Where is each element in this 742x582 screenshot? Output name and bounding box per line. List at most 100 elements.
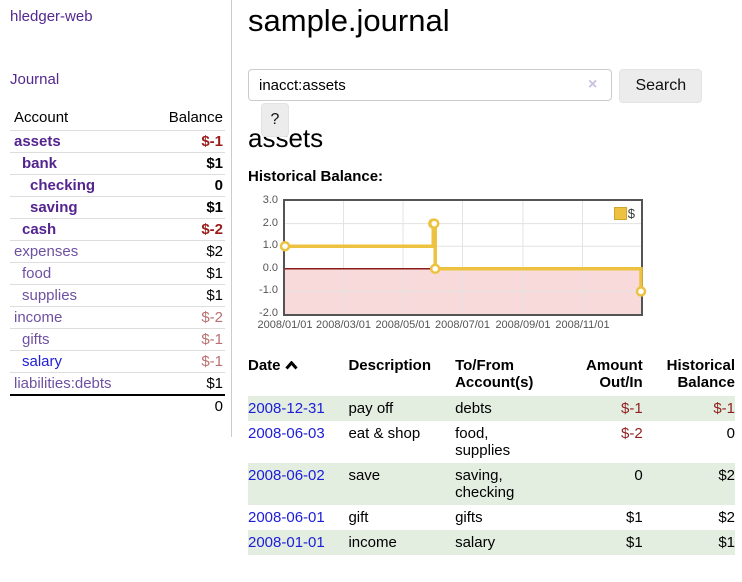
account-balance: $-1 (144, 350, 225, 373)
account-balance: $1 (144, 196, 225, 219)
description-cell: eat & shop (348, 425, 421, 442)
account-link[interactable]: gifts (22, 331, 50, 348)
account-row: checking 0 (10, 174, 225, 197)
account-row: supplies $1 (10, 284, 225, 307)
account-row: gifts $-1 (10, 328, 225, 351)
sort-ascending-icon (284, 360, 298, 370)
accounts-cell: gifts (455, 509, 483, 526)
chart-label: Historical Balance: (248, 168, 384, 185)
y-axis-tick-label: -1.0 (259, 284, 278, 297)
date-cell: 2008-06-02 (248, 463, 348, 505)
date-column-header[interactable]: Date (248, 355, 348, 396)
y-axis-tick-label: 2.0 (262, 216, 278, 229)
page-title: sample.journal (248, 3, 450, 38)
balance-cell: $2 (718, 509, 735, 526)
transaction-date-link[interactable]: 2008-12-31 (248, 400, 325, 417)
amount-cell: $-2 (621, 425, 643, 442)
account-balance: $-1 (144, 328, 225, 351)
transaction-row: 2008-06-01 gift gifts $1 $2 (248, 505, 735, 530)
account-link[interactable]: checking (30, 177, 96, 194)
account-link[interactable]: liabilities:debts (14, 375, 112, 392)
x-axis-tick-label: 2008/07/01 (434, 319, 491, 331)
description-cell: save (348, 467, 381, 484)
balance-total-row: 0 (10, 394, 225, 417)
date-cell: 2008-01-01 (248, 530, 348, 555)
y-axis-tick-label: -2.0 (259, 307, 278, 319)
chart-legend: $ (613, 206, 635, 221)
accounts-cell: food, supplies (455, 425, 511, 459)
balance-cell: $1 (718, 534, 735, 551)
search-input[interactable] (248, 69, 612, 101)
x-axis-tick-label: 2008/09/01 (495, 319, 551, 331)
amount-cell: $-1 (621, 400, 643, 417)
date-cell: 2008-06-01 (248, 505, 348, 530)
account-link[interactable]: salary (22, 353, 63, 370)
account-column-header: Account (14, 109, 69, 126)
clear-search-icon[interactable]: × (588, 76, 598, 93)
account-balance: $-1 (144, 130, 225, 153)
transaction-date-link[interactable]: 2008-06-01 (248, 509, 325, 526)
account-link[interactable]: expenses (14, 243, 79, 260)
account-balance: $1 (144, 262, 225, 285)
search-form: × Search ? (248, 69, 736, 137)
account-row: expenses $2 (10, 240, 225, 263)
balance-column-header-register: Historical Balance (666, 357, 735, 391)
y-axis-tick-label: 0.0 (262, 261, 278, 274)
register-table: Date Description To/From Account(s) Amou… (248, 355, 735, 555)
accounts-cell: salary (455, 534, 496, 551)
account-link[interactable]: cash (22, 221, 57, 238)
transaction-row: 2008-06-03 eat & shop food, supplies $-2 0 (248, 421, 735, 463)
accounts-cell: saving, checking (455, 467, 515, 501)
search-button[interactable]: Search (619, 69, 703, 103)
balance-cell: $-1 (713, 400, 735, 417)
account-balance: $2 (144, 240, 225, 263)
account-link[interactable]: saving (30, 199, 78, 216)
chart-plot-area: $ (279, 199, 647, 316)
account-balance: $1 (144, 284, 225, 307)
y-axis-tick-label: 1.0 (262, 239, 278, 252)
historical-balance-chart: $ 3.0 2.0 1.0 0.0 -1.0 -2.0 2008/01/01 2008/03/… (248, 192, 718, 344)
y-axis-tick-label: 3.0 (262, 194, 278, 206)
transaction-date-link[interactable]: 2008-06-03 (248, 425, 325, 442)
account-row: bank $1 (10, 152, 225, 175)
description-column-header: Description (348, 357, 431, 374)
account-link[interactable]: income (14, 309, 63, 326)
account-link[interactable]: food (22, 265, 52, 282)
account-balance: $1 (144, 152, 225, 175)
accounts-column-header: To/From Account(s) (455, 357, 534, 391)
account-row: salary $-1 (10, 350, 225, 373)
sidebar-item-journal[interactable]: Journal (10, 71, 60, 88)
account-balance-table: Account Balance assets $-1 bank $1 checking 0… (10, 106, 225, 417)
account-link[interactable]: supplies (22, 287, 78, 304)
x-axis-tick-label: 2008/11/01 (555, 319, 610, 331)
transaction-row: 2008-06-02 save saving, checking 0 $2 (248, 463, 735, 505)
amount-cell: $1 (626, 534, 643, 551)
balance-cell: $2 (718, 467, 735, 484)
chart-series (279, 201, 647, 314)
account-row: assets $-1 (10, 130, 225, 153)
account-row: income $-2 (10, 306, 225, 329)
account-balance: $-2 (144, 218, 225, 241)
register-header-row: Date Description To/From Account(s) Amou… (248, 355, 735, 396)
account-row: saving $1 (10, 196, 225, 219)
help-button[interactable]: ? (261, 103, 289, 137)
transaction-date-link[interactable]: 2008-06-02 (248, 467, 325, 484)
accounts-cell: debts (455, 400, 492, 417)
main-content: sample.journal × Search ? assets Histori… (233, 0, 742, 555)
transaction-date-link[interactable]: 2008-01-01 (248, 534, 325, 551)
description-cell: income (348, 534, 397, 551)
balance-total-value: 0 (144, 394, 225, 417)
date-cell: 2008-12-31 (248, 396, 348, 421)
account-row: liabilities:debts $1 (10, 372, 225, 395)
account-link[interactable]: assets (14, 133, 61, 150)
legend-swatch-icon (613, 207, 627, 220)
sidebar: hledger-web Journal Account Balance asse… (0, 0, 232, 437)
x-axis-tick-label: 2008/03/01 (315, 319, 372, 331)
account-link[interactable]: bank (22, 155, 58, 172)
amount-column-header: Amount Out/In (586, 357, 643, 391)
amount-cell: 0 (634, 467, 643, 484)
transaction-row: 2008-01-01 income salary $1 $1 (248, 530, 735, 555)
legend-label: $ (627, 206, 635, 221)
account-row: food $1 (10, 262, 225, 285)
